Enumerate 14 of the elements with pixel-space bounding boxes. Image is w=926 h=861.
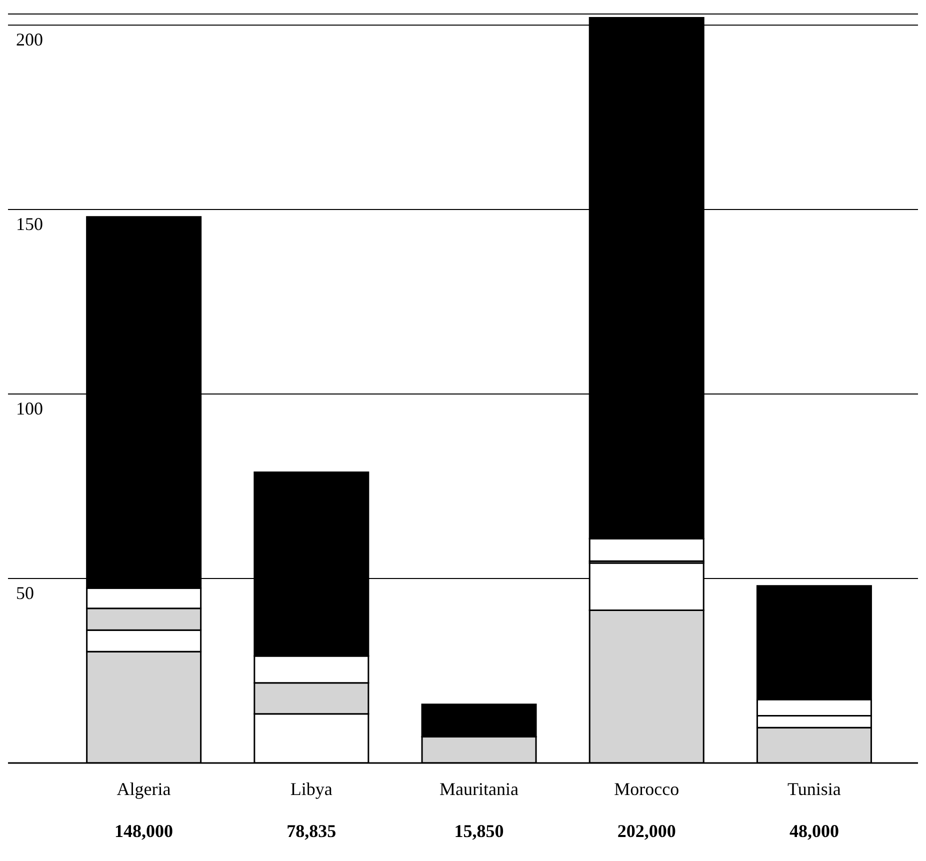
y-tick-label: 150 <box>16 214 43 234</box>
x-tick-label: Mauritania <box>440 779 518 799</box>
y-tick-label: 50 <box>16 582 34 603</box>
text: 15,850 <box>454 821 504 841</box>
x-tick-label: Libya <box>290 779 332 799</box>
text: 48,000 <box>789 821 839 841</box>
x-tick-label: Tunisia <box>788 779 841 799</box>
text: 148,000 <box>114 821 174 841</box>
y-tick-label: 100 <box>16 398 43 418</box>
x-tick-label: Algeria <box>116 779 171 799</box>
x-tick-label: Morocco <box>614 779 680 799</box>
text: 78,835 <box>286 821 336 841</box>
y-tick-label: 200 <box>16 29 43 50</box>
text: 202,000 <box>617 821 676 841</box>
